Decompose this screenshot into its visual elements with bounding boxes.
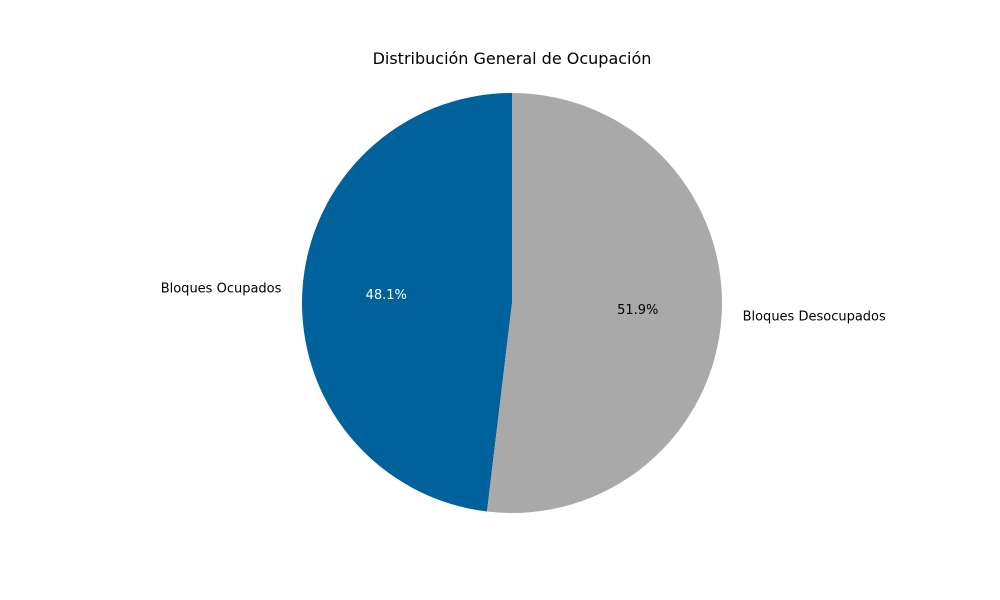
slice-percentage-label: 51.9%	[617, 303, 658, 318]
pie-slice-bloques-desocupados	[486, 93, 722, 513]
pie-slice-bloques-ocupados	[301, 93, 512, 512]
slice-percentage-label: 48.1%	[366, 288, 407, 303]
pie-slices	[301, 93, 722, 513]
slice-label: Bloques Desocupados	[743, 309, 886, 324]
pie-labels: Bloques Ocupados 48.1% Bloques Desocupados…	[161, 282, 886, 325]
slice-label: Bloques Ocupados	[161, 282, 282, 297]
chart-title: Distribución General de Ocupación	[373, 49, 652, 68]
